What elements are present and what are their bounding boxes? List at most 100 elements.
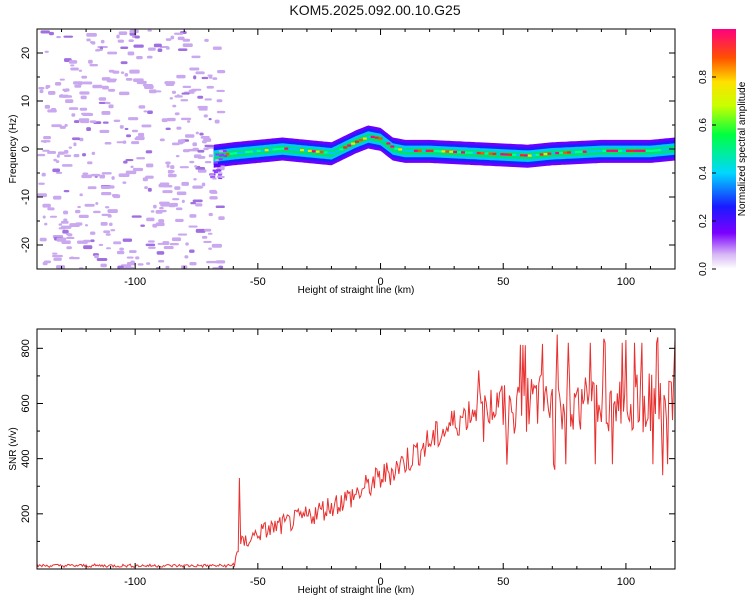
ridge-core-cell — [574, 151, 579, 154]
noise-cell — [58, 223, 63, 226]
noise-cell — [216, 89, 225, 92]
noise-cell — [171, 142, 180, 146]
ridge-core-cell — [249, 150, 254, 153]
noise-cell — [59, 125, 66, 129]
noise-cell — [44, 222, 48, 226]
ridge-core-cell — [464, 151, 469, 154]
noise-cell — [38, 86, 45, 90]
x-tick-label: 100 — [617, 276, 635, 288]
noise-cell — [180, 117, 192, 121]
ridge-core-cell — [233, 152, 238, 155]
ridge-core-cell — [288, 147, 293, 151]
noise-cell — [87, 186, 97, 190]
noise-cell — [133, 78, 144, 82]
ridge-core-cell — [433, 149, 438, 153]
noise-cell — [147, 110, 153, 114]
noise-cell — [55, 265, 66, 269]
colorbar-tick-label: 0.2 — [698, 214, 709, 228]
noise-cell — [157, 48, 163, 53]
noise-cell — [47, 150, 57, 154]
ridge-core-cell — [567, 151, 572, 154]
noise-cell — [53, 158, 57, 162]
noise-cell — [182, 85, 192, 88]
noise-cell — [100, 185, 111, 189]
noise-cell — [58, 94, 69, 98]
noise-cell — [191, 55, 201, 59]
noise-cell — [63, 190, 70, 193]
noise-cell — [125, 170, 137, 175]
noise-cell — [145, 150, 153, 154]
ridge-core-cell — [649, 149, 654, 152]
noise-cell — [179, 166, 189, 169]
noise-cell — [86, 33, 97, 37]
y-tick-label: 0 — [20, 146, 32, 152]
ridge-core-cell — [500, 153, 505, 156]
noise-cell — [189, 214, 197, 218]
noise-cell — [185, 242, 189, 246]
noise-cell — [38, 182, 45, 185]
noise-cell — [39, 89, 44, 94]
heatmap-content — [37, 29, 675, 269]
noise-cell — [89, 63, 98, 67]
ridge-core-cell — [488, 152, 493, 155]
noise-cell — [101, 111, 111, 115]
noise-cell — [73, 142, 77, 147]
noise-cell — [147, 240, 155, 243]
ridge-core-cell — [421, 149, 426, 152]
ridge-core-cell — [300, 149, 305, 152]
noise-cell — [165, 46, 170, 50]
colorbar-tick-label: 0.0 — [698, 262, 709, 276]
noise-cell — [131, 129, 138, 133]
noise-cell — [215, 159, 220, 162]
noise-cell — [98, 243, 104, 246]
ridge-core-cell — [406, 149, 411, 152]
noise-cell — [90, 40, 94, 44]
noise-cell — [169, 97, 173, 100]
noise-cell — [146, 55, 153, 59]
noise-cell — [105, 233, 111, 236]
noise-cell — [145, 175, 154, 179]
noise-cell — [134, 35, 140, 39]
noise-cell — [187, 120, 191, 123]
noise-cell — [197, 95, 204, 99]
ridge-core-cell — [425, 149, 430, 152]
noise-cell — [122, 140, 127, 144]
ridge-core-cell — [590, 150, 595, 153]
noise-cell — [127, 51, 135, 56]
noise-cell — [63, 210, 69, 215]
ridge-core-cell — [543, 152, 548, 156]
y-tick-label: -10 — [20, 189, 32, 205]
noise-cell — [155, 222, 165, 227]
noise-cell — [212, 77, 218, 80]
noise-cell — [210, 174, 215, 177]
noise-cell — [82, 172, 89, 175]
ridge-core-cell — [637, 149, 642, 152]
noise-cell — [85, 224, 89, 227]
ridge-core-cell — [531, 154, 536, 157]
noise-cell — [43, 139, 47, 143]
noise-cell — [98, 97, 107, 101]
noise-cell — [88, 59, 93, 64]
ridge-core-cell — [311, 150, 316, 153]
noise-cell — [118, 31, 128, 35]
noise-cell — [220, 176, 225, 179]
noise-cell — [159, 207, 164, 210]
ridge-core-cell — [641, 149, 646, 152]
noise-cell — [118, 173, 130, 177]
noise-cell — [162, 190, 173, 194]
noise-cell — [160, 203, 170, 207]
noise-cell — [54, 82, 62, 86]
noise-cell — [53, 257, 62, 261]
ridge-core-cell — [547, 152, 552, 155]
noise-cell — [195, 203, 203, 207]
ridge-core-cell — [394, 147, 399, 150]
noise-cell — [58, 227, 66, 230]
noise-cell — [99, 129, 110, 133]
noise-cell — [48, 91, 56, 95]
noise-cell — [91, 151, 96, 156]
ridge-core-cell — [594, 150, 599, 153]
noise-cell — [43, 260, 51, 264]
ridge-core-cell — [398, 148, 403, 151]
ridge-core-cell — [339, 148, 344, 151]
noise-cell — [201, 235, 208, 239]
